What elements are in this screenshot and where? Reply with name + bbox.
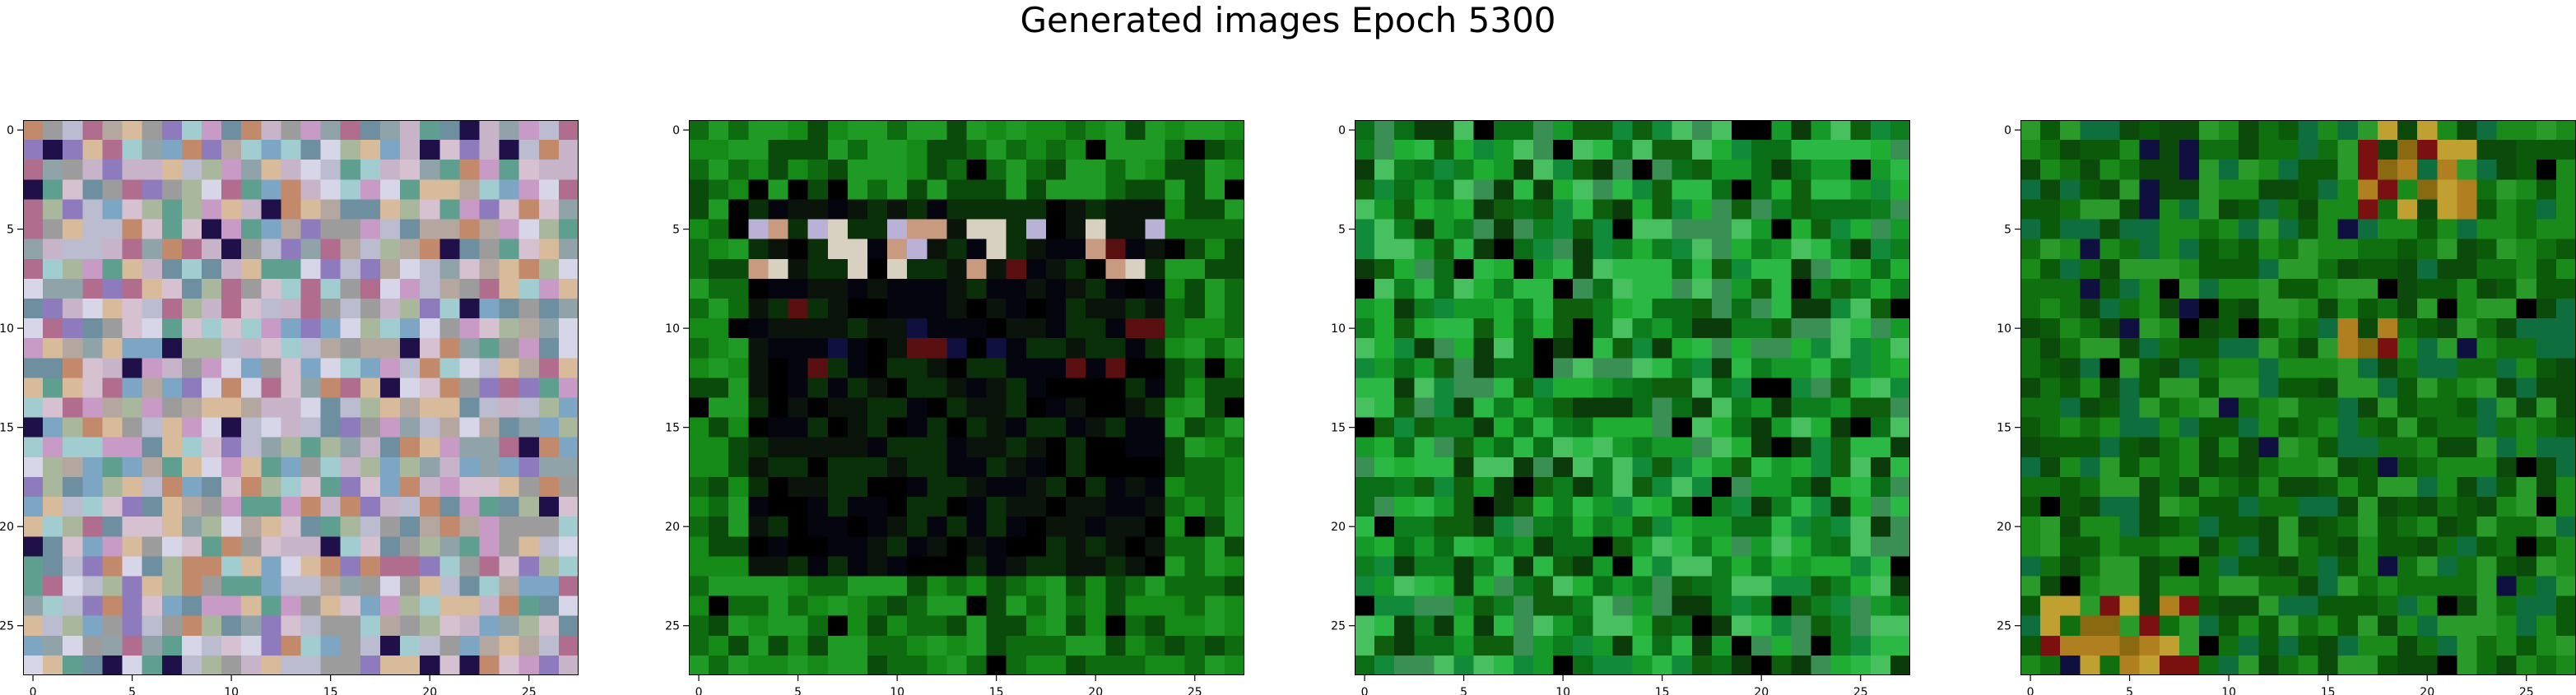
x-tick-label: 5 xyxy=(128,686,136,695)
y-tick-label: 20 xyxy=(1997,521,2011,534)
x-tick-label: 0 xyxy=(2027,686,2034,695)
y-tick-label: 25 xyxy=(665,620,680,633)
x-tick-label: 15 xyxy=(2321,686,2336,695)
x-tick-label: 20 xyxy=(2420,686,2434,695)
x-tick-label: 25 xyxy=(1853,686,1868,695)
x-tick-label: 25 xyxy=(1188,686,1202,695)
x-tick-label: 20 xyxy=(1088,686,1103,695)
axes-frame-1 xyxy=(23,120,579,675)
axes-ticks-2: 0 5 10 15 20 25 0 5 10 15 20 25 xyxy=(665,124,1202,695)
x-tick-label: 0 xyxy=(30,686,37,695)
axes-ticks-3: 0 5 10 15 20 25 0 5 10 15 20 25 xyxy=(1331,124,1867,695)
subplot-2: 0 5 10 15 20 25 0 5 10 15 20 25 xyxy=(665,120,1244,695)
y-tick-label: 15 xyxy=(1997,422,2011,435)
subplot-1: 0 5 10 15 20 25 0 5 10 15 20 25 xyxy=(0,120,579,695)
x-tick-label: 25 xyxy=(522,686,537,695)
x-tick-label: 5 xyxy=(1460,686,1467,695)
axes-ticks-1: 0 5 10 15 20 25 0 5 10 15 20 25 xyxy=(0,124,537,695)
x-tick-label: 20 xyxy=(1754,686,1769,695)
y-tick-label: 25 xyxy=(0,620,14,633)
y-tick-label: 5 xyxy=(672,224,680,237)
x-tick-label: 0 xyxy=(1361,686,1369,695)
y-tick-label: 10 xyxy=(0,322,14,336)
subplot-4: 0 5 10 15 20 25 0 5 10 15 20 25 xyxy=(1997,120,2576,695)
y-tick-label: 10 xyxy=(665,322,680,336)
y-tick-label: 0 xyxy=(7,124,14,137)
image-heatmap-3 xyxy=(1355,120,1910,675)
x-tick-label: 15 xyxy=(323,686,338,695)
axes-frame-2 xyxy=(689,120,1244,675)
x-tick-label: 10 xyxy=(1555,686,1570,695)
x-tick-label: 10 xyxy=(890,686,904,695)
y-tick-label: 15 xyxy=(1331,422,1346,435)
y-tick-label: 5 xyxy=(2004,224,2011,237)
image-heatmap-4 xyxy=(2020,120,2576,675)
axes-frame-3 xyxy=(1355,120,1910,675)
x-tick-label: 10 xyxy=(224,686,239,695)
y-tick-label: 20 xyxy=(0,521,14,534)
x-tick-label: 15 xyxy=(1655,686,1670,695)
y-tick-label: 10 xyxy=(1331,322,1346,336)
y-tick-label: 20 xyxy=(665,521,680,534)
figure-title: Generated images Epoch 5300 xyxy=(1020,0,1556,40)
x-tick-label: 25 xyxy=(2519,686,2534,695)
y-tick-label: 15 xyxy=(0,422,14,435)
x-tick-label: 5 xyxy=(794,686,802,695)
x-tick-label: 5 xyxy=(2126,686,2133,695)
y-tick-label: 20 xyxy=(1331,521,1346,534)
axes-ticks-4: 0 5 10 15 20 25 0 5 10 15 20 25 xyxy=(1997,124,2533,695)
x-tick-label: 20 xyxy=(422,686,437,695)
image-heatmap-1 xyxy=(23,120,579,675)
image-heatmap-2 xyxy=(689,120,1244,675)
y-tick-label: 5 xyxy=(7,224,14,237)
y-tick-label: 25 xyxy=(1997,620,2011,633)
subplot-3: 0 5 10 15 20 25 0 5 10 15 20 25 xyxy=(1331,120,1910,695)
y-tick-label: 0 xyxy=(2004,124,2011,137)
y-tick-label: 0 xyxy=(672,124,680,137)
x-tick-label: 10 xyxy=(2221,686,2236,695)
y-tick-label: 15 xyxy=(665,422,680,435)
y-tick-label: 10 xyxy=(1997,322,2011,336)
x-tick-label: 0 xyxy=(695,686,703,695)
y-tick-label: 0 xyxy=(1338,124,1346,137)
x-tick-label: 15 xyxy=(989,686,1004,695)
y-tick-label: 25 xyxy=(1331,620,1346,633)
y-tick-label: 5 xyxy=(1338,224,1346,237)
